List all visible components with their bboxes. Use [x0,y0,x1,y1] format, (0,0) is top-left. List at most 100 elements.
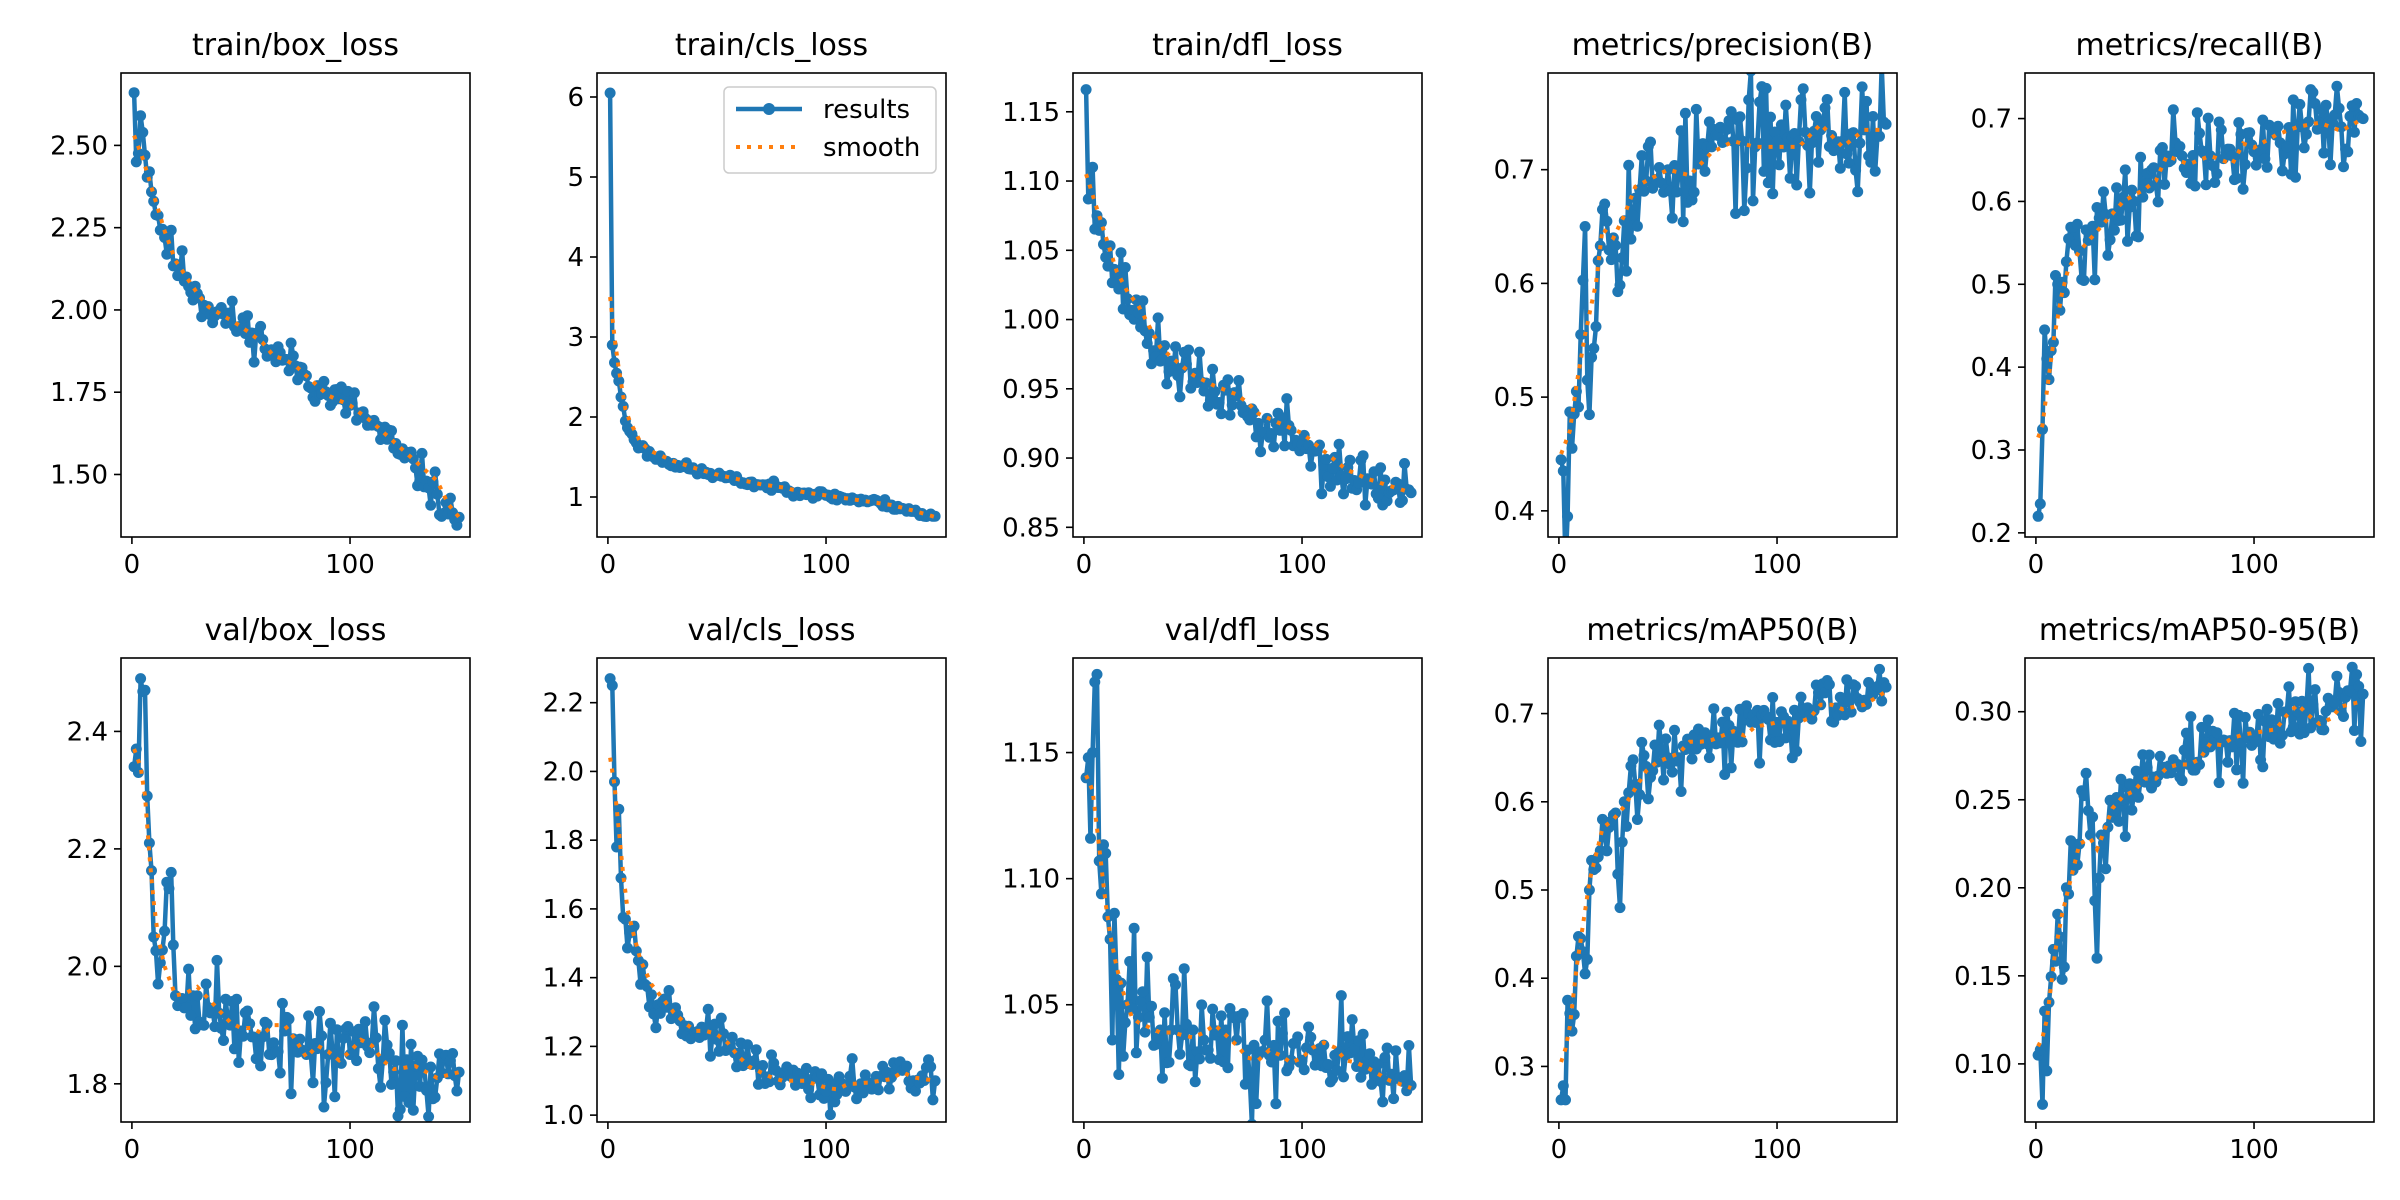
legend-label-smooth: smooth [823,133,920,163]
results-point [200,978,212,990]
results-point [1634,789,1646,801]
results-point [1353,477,1365,489]
y-tick-label: 0.20 [1954,874,2012,904]
results-point [1653,162,1665,173]
results-point [2102,821,2114,833]
results-point [1562,511,1574,522]
results-point [2357,113,2369,125]
results-point [2331,80,2343,92]
results-point [2231,172,2243,184]
results-point [2047,336,2059,348]
results-point [2056,973,2068,985]
results-point [2215,124,2227,136]
results-point [2148,162,2160,174]
results-point [351,1055,363,1067]
results-point [228,1043,240,1055]
results-point [1797,83,1809,95]
y-tick-label: 0.10 [1954,1050,2012,1080]
results-point [1174,1048,1186,1060]
results-point [1627,754,1639,766]
results-point [1340,473,1352,485]
results-point [1281,393,1293,405]
results-point [1344,454,1356,466]
results-point [1322,1059,1334,1070]
results-point [798,1075,810,1087]
x-tick-label: 0 [2028,1135,2045,1165]
results-point [2119,831,2131,842]
results-point [641,981,653,992]
results-point [1778,141,1790,153]
results-point [872,1084,884,1096]
smooth-line [132,134,461,519]
results-point [2132,231,2144,243]
results-point [1791,745,1803,757]
results-point [1623,787,1635,799]
results-point [1189,1076,1201,1088]
results-point [611,841,623,853]
results-point [1100,847,1112,859]
results-point [2113,815,2125,827]
results-point [372,1063,384,1075]
results-point [1843,157,1855,169]
y-tick-label: 1.0 [543,1101,584,1131]
subplot-val-dfl-loss: val/dfl_loss 0 100 1.05 1.10 1.15 [1002,613,1423,1165]
results-point [1305,1031,1317,1043]
results-point [1139,1026,1151,1038]
results-point [353,1023,365,1035]
results-point [2338,711,2349,722]
results-point [2239,159,2251,170]
results-point [1252,417,1264,429]
results-point [1880,681,1892,693]
results-point [1259,1034,1271,1046]
results-point [1795,94,1807,106]
results-point [2176,150,2188,162]
results-point [1215,1010,1227,1022]
results-point [287,350,299,362]
results-point [1346,1014,1358,1026]
results-point [2244,127,2256,139]
results-point [1614,279,1626,291]
x-tick-label: 100 [801,550,851,580]
y-tick-label: 0.4 [1494,497,1535,527]
results-point [1381,1042,1393,1054]
results-point [165,224,177,236]
results-point [137,126,149,138]
plot-area [604,673,941,1121]
results-point [1274,424,1286,436]
results-point [244,336,256,348]
results-point [1865,156,1877,168]
results-point [2307,699,2319,711]
results-point [1666,766,1678,778]
results-point [2098,186,2109,198]
results-point [2156,142,2168,153]
results-point [1695,152,1707,164]
x-tick-label: 100 [1277,1135,1327,1165]
results-point [1189,367,1201,379]
results-point [1780,732,1792,744]
results-point [1557,465,1569,477]
results-point [2154,750,2166,762]
results-point [218,1035,229,1046]
results-point [2283,122,2295,133]
results-point [1621,820,1632,832]
results-point [1791,179,1803,191]
results-point [1579,968,1591,980]
subplot-metrics-map50-b-: metrics/mAP50(B) 0 100 0.3 0.4 0.5 0.6 0.7 [1494,613,1898,1165]
results-point [2078,790,2090,802]
results-point [394,1103,406,1115]
results-point [320,1077,332,1089]
results-point [1204,1052,1216,1064]
results-point [1721,123,1733,135]
results-point [1279,1007,1291,1019]
results-point [1601,845,1613,857]
results-point [748,1055,760,1067]
results-point [2257,761,2269,773]
results-point [2255,144,2267,156]
results-point [1335,990,1347,1002]
results-point [1174,391,1186,403]
y-tick-label: 3 [567,323,584,353]
x-tick-label: 100 [1752,1135,1802,1165]
y-tick-label: 1.2 [543,1032,584,1062]
results-point [1856,81,1868,93]
results-point [1612,868,1624,880]
